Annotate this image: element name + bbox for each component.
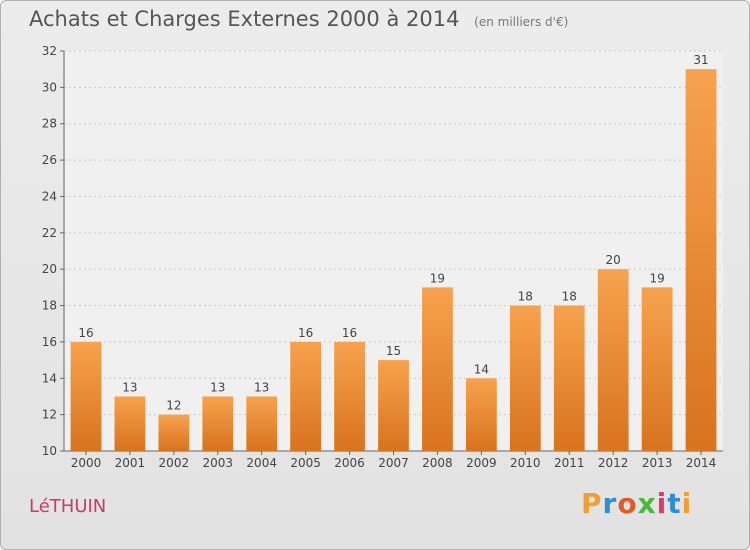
bar-value-label: 31: [693, 53, 708, 67]
bar-value-label: 14: [474, 362, 489, 376]
x-tick-label: 2006: [334, 456, 365, 470]
bar-value-label: 20: [606, 253, 621, 267]
x-tick-label: 2008: [422, 456, 453, 470]
x-tick-label: 2001: [115, 456, 146, 470]
x-tick-label: 2013: [642, 456, 673, 470]
logo-letter: i: [681, 487, 693, 520]
x-tick-label: 2009: [466, 456, 497, 470]
bar-value-label: 16: [78, 326, 93, 340]
logo-letter: t: [667, 487, 682, 520]
bar-value-label: 15: [386, 344, 401, 358]
bar-2008: [422, 287, 453, 451]
bar-2009: [465, 378, 497, 451]
y-tick-label: 26: [42, 153, 57, 167]
bar-value-label: 13: [122, 380, 137, 394]
bar-value-label: 19: [649, 271, 664, 285]
bar-value-label: 16: [342, 326, 357, 340]
bar-value-label: 13: [254, 380, 269, 394]
chart-subtitle: (en milliers d'€): [474, 15, 569, 29]
bar-2004: [246, 396, 278, 451]
chart-title: Achats et Charges Externes 2000 à 2014 (…: [29, 7, 568, 31]
bar-value-label: 12: [166, 399, 181, 413]
y-tick-label: 30: [42, 80, 57, 94]
bar-2006: [334, 341, 365, 451]
bar-2014: [685, 69, 717, 451]
logo-letter: i: [656, 487, 668, 520]
bar-2010: [509, 305, 541, 451]
x-tick-label: 2003: [202, 456, 233, 470]
y-tick-label: 10: [42, 444, 57, 458]
bar-2001: [114, 396, 146, 451]
x-tick-label: 2007: [378, 456, 409, 470]
y-tick-label: 18: [42, 299, 57, 313]
logo-letter: o: [617, 487, 638, 520]
y-tick-label: 20: [42, 262, 57, 276]
bar-value-label: 18: [518, 290, 533, 304]
bar-value-label: 13: [210, 380, 225, 394]
y-tick-label: 32: [42, 44, 57, 58]
x-tick-label: 2002: [159, 456, 190, 470]
y-tick-label: 28: [42, 117, 57, 131]
bar-2012: [597, 269, 629, 451]
x-tick-label: 2005: [290, 456, 321, 470]
proxiti-logo: Proxiti: [581, 487, 692, 520]
y-tick-label: 12: [42, 408, 57, 422]
bar-value-label: 18: [562, 290, 577, 304]
chart-title-text: Achats et Charges Externes 2000 à 2014: [29, 7, 460, 31]
y-tick-label: 16: [42, 335, 57, 349]
bar-value-label: 16: [298, 326, 313, 340]
x-tick-label: 2000: [71, 456, 102, 470]
bar-2002: [158, 414, 190, 451]
x-tick-label: 2011: [554, 456, 585, 470]
bar-2000: [70, 341, 102, 451]
bar-2003: [202, 396, 234, 451]
place-label: LéTHUIN: [29, 496, 107, 517]
y-tick-label: 24: [42, 189, 57, 203]
y-tick-label: 14: [42, 371, 57, 385]
bar-value-label: 19: [430, 271, 445, 285]
x-tick-label: 2014: [686, 456, 717, 470]
bar-2013: [641, 287, 673, 451]
y-tick-label: 22: [42, 226, 57, 240]
bar-2011: [553, 305, 585, 451]
logo-letter: r: [602, 487, 618, 520]
logo-letter: P: [581, 487, 603, 520]
bar-2005: [290, 341, 322, 451]
x-tick-label: 2012: [598, 456, 629, 470]
x-tick-label: 2004: [246, 456, 277, 470]
bar-2007: [378, 360, 409, 451]
logo-letter: x: [637, 487, 657, 520]
x-tick-label: 2010: [510, 456, 541, 470]
